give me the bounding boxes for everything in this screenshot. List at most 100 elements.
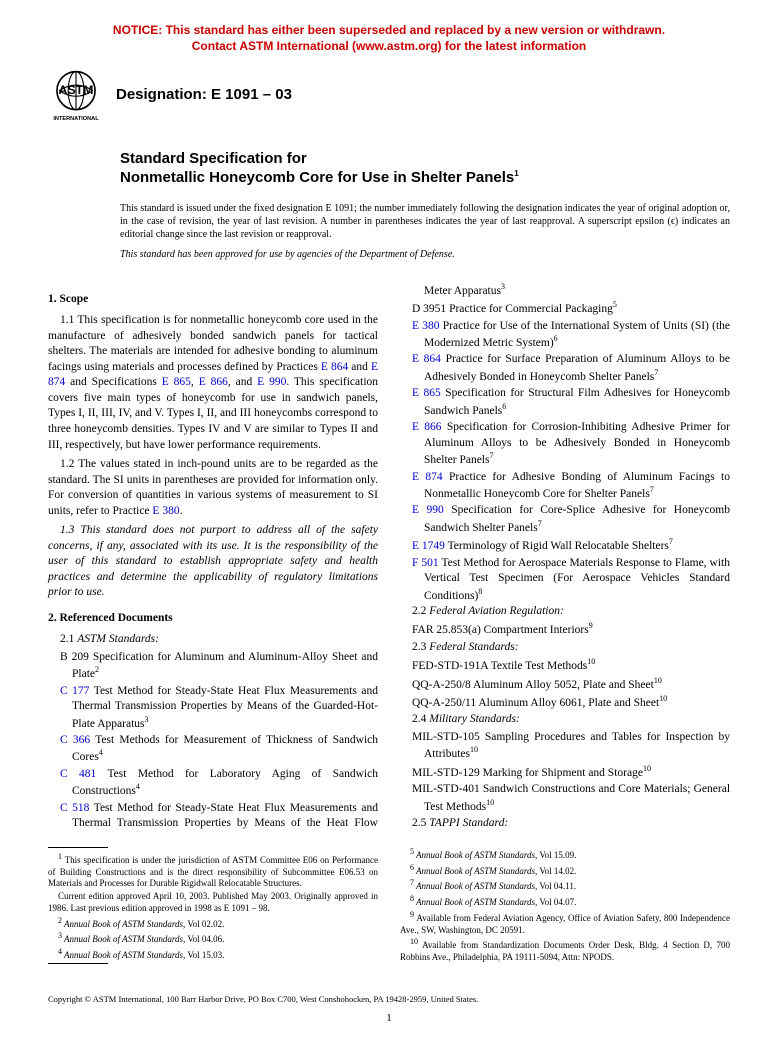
footnote-text: Annual Book of ASTM Standards, Vol 04.07… [416,897,576,907]
scope-p2a: 1.2 The values stated in inch-pound unit… [48,458,378,517]
ref-text: Aluminum Alloy 5052, Plate and Sheet [473,679,654,691]
title-block: Standard Specification for Nonmetallic H… [120,150,730,188]
astm-logo-icon: ASTM INTERNATIONAL [48,66,104,122]
ref-sup: 3 [501,282,505,291]
ref-item: E 864 Practice for Surface Preparation o… [400,352,730,385]
link-e990[interactable]: E 990 [257,376,286,388]
dod-note: This standard has been approved for use … [120,249,730,260]
scope-p3: 1.3 This standard does not purport to ad… [48,523,378,601]
ref-code[interactable]: E 865 [412,387,445,399]
ref-sup: 6 [502,402,506,411]
footnote-text: This specification is under the jurisdic… [48,855,378,888]
ref-item: E 866 Specification for Corrosion-Inhibi… [400,420,730,468]
ref-text: Textile Test Methods [491,660,588,672]
footnote-text: Annual Book of ASTM Standards, Vol 14.02… [416,866,576,876]
ref-item: E 1749 Terminology of Rigid Wall Relocat… [400,537,730,554]
link-e866[interactable]: E 866 [199,376,228,388]
ref-text: Specification for Aluminum and Aluminum-… [72,651,378,680]
ref-sup: 10 [587,657,595,666]
ref-sup: 7 [669,537,673,546]
scope-p2: 1.2 The values stated in inch-pound unit… [48,457,378,519]
ref-sup: 2 [95,665,99,674]
ref-sup: 7 [650,485,654,494]
page: NOTICE: This standard has either been su… [0,0,778,1054]
ref-sup: 3 [145,715,149,724]
refs-g2-num: 2.2 [412,605,426,617]
ref-sup: 10 [654,676,662,685]
ref-code[interactable]: C 481 [60,768,107,780]
footnote: 6 Annual Book of ASTM Standards, Vol 14.… [400,863,730,878]
page-number: 1 [48,1012,730,1024]
notice-line1: NOTICE: This standard has either been su… [113,23,665,37]
link-e380[interactable]: E 380 [152,505,179,517]
footnote-text: Available from Standardization Documents… [400,940,730,962]
refs-g3: 2.3 Federal Standards: [400,640,730,656]
footnotes: 1 This specification is under the jurisd… [48,847,730,966]
ref-sup: 5 [613,300,617,309]
svg-text:ASTM: ASTM [59,83,94,97]
fed-list: FED-STD-191A Textile Test Methods10QQ-A-… [400,657,730,711]
ref-text: Terminology of Rigid Wall Relocatable Sh… [448,540,669,552]
ref-text: Test Method for Laboratory Aging of Sand… [72,768,378,797]
footnote: 7 Annual Book of ASTM Standards, Vol 04.… [400,878,730,893]
ref-sup: 10 [643,764,651,773]
ref-sup: 9 [589,621,593,630]
ref-item: C 177 Test Method for Steady-State Heat … [48,684,378,732]
header-row: ASTM INTERNATIONAL Designation: E 1091 –… [48,66,730,122]
footnote-text: Annual Book of ASTM Standards, Vol 02.02… [64,919,224,929]
ref-sup: 10 [470,745,478,754]
scope-p1: 1.1 This specification is for nonmetalli… [48,313,378,453]
ref-item: B 209 Specification for Aluminum and Alu… [48,650,378,683]
refs-head: 2. Referenced Documents [48,611,378,627]
footnote: 9 Available from Federal Aviation Agency… [400,910,730,936]
ref-text: Specification for Corrosion-Inhibiting A… [424,421,730,466]
footnote-sup: 1 [58,852,65,861]
refs-g5-num: 2.5 [412,817,426,829]
ref-sup: 10 [486,798,494,807]
ref-text: Specification for Core-Splice Adhesive f… [424,504,730,533]
ref-code: MIL-STD-401 [412,783,483,795]
ref-code[interactable]: E 380 [412,320,443,332]
ref-code[interactable]: E 874 [412,471,449,483]
link-e865[interactable]: E 865 [162,376,191,388]
ref-code[interactable]: E 864 [412,353,446,365]
ref-text: Compartment Interiors [484,624,589,636]
ref-text: Practice for Surface Preparation of Alum… [424,353,730,382]
ref-text: Aluminum Alloy 6061, Plate and Sheet [478,697,659,709]
footnote-text: Current edition approved April 10, 2003.… [48,891,378,913]
refs-g2-label: Federal Aviation Regulation: [429,605,564,617]
ref-sup: 7 [654,368,658,377]
refs-g3-num: 2.3 [412,641,426,653]
ref-item: C 366 Test Methods for Measurement of Th… [48,733,378,766]
link-e864[interactable]: E 864 [321,361,348,373]
ref-item: D 3951 Practice for Commercial Packaging… [400,300,730,317]
ref-code[interactable]: E 1749 [412,540,448,552]
title-kicker: Standard Specification for [120,150,730,169]
ref-sup: 6 [554,334,558,343]
ref-code: MIL-STD-105 [412,731,485,743]
ref-item: E 874 Practice for Adhesive Bonding of A… [400,470,730,503]
footnote: 4 Annual Book of ASTM Standards, Vol 15.… [48,947,378,962]
footnote: Current edition approved April 10, 2003.… [48,891,378,914]
ref-code[interactable]: F 501 [412,557,441,569]
ref-code[interactable]: E 866 [412,421,447,433]
ref-item: F 501 Test Method for Aerospace Material… [400,556,730,604]
footnote-text: Annual Book of ASTM Standards, Vol 15.09… [416,850,576,860]
ref-code[interactable]: E 990 [412,504,451,516]
ref-code[interactable]: C 177 [60,685,94,697]
footnote: 1 This specification is under the jurisd… [48,852,378,890]
ref-sup: 4 [136,782,140,791]
ref-code: FAR 25.853(a) [412,624,484,636]
copyright: Copyright © ASTM International, 100 Barr… [48,994,730,1004]
ref-sup: 7 [489,451,493,460]
footnote: 8 Annual Book of ASTM Standards, Vol 04.… [400,894,730,909]
refs-g5-label: TAPPI Standard: [429,817,508,829]
notice-line2: Contact ASTM International (www.astm.org… [192,39,586,53]
scope-head: 1. Scope [48,292,378,308]
ref-code[interactable]: C 366 [60,734,95,746]
footnotes-left-col: 1 This specification is under the jurisd… [48,847,378,962]
ref-code[interactable]: C 518 [60,802,94,814]
footnote: 10 Available from Standardization Docume… [400,937,730,963]
ref-sup: 8 [478,587,482,596]
ref-item: E 990 Specification for Core-Splice Adhe… [400,503,730,536]
